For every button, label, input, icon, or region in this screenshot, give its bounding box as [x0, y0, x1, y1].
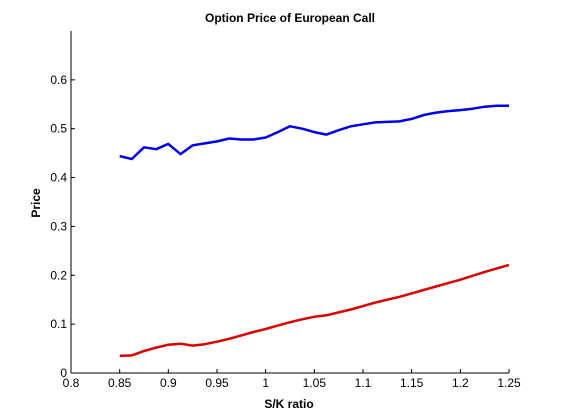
x-tick-label: 0.8 [63, 376, 80, 390]
y-tick-label: 0 [60, 366, 67, 380]
x-tick-label: 1.05 [303, 376, 327, 390]
x-tick-label: 1.1 [355, 376, 372, 390]
y-tick-label: 0.2 [50, 268, 67, 282]
x-tick-label: 0.85 [108, 376, 132, 390]
y-tick-label: 0.4 [50, 171, 67, 185]
y-tick-label: 0.6 [50, 73, 67, 87]
y-tick-label: 0.3 [50, 219, 67, 233]
y-tick-label: 0.5 [50, 122, 67, 136]
x-axis-label: S/K ratio [264, 397, 313, 411]
y-tick-label: 0.1 [50, 317, 67, 331]
series-layer [119, 104, 510, 358]
series-line-1 [119, 104, 509, 161]
chart-title: Option Price of European Call [205, 11, 375, 25]
x-axis-ticks: 0.8 0.85 0.9 0.95 1 1.05 1.1 1.15 1.2 1.25 [63, 369, 521, 390]
x-tick-label: 1 [262, 376, 269, 390]
series-line-2 [119, 263, 510, 358]
x-tick-label: 1.15 [400, 376, 424, 390]
x-tick-label: 0.9 [160, 376, 177, 390]
x-tick-label: 1.25 [497, 376, 521, 390]
plot-area [70, 31, 509, 374]
x-tick-label: 0.95 [205, 376, 229, 390]
y-axis-ticks: 0 0.1 0.2 0.3 0.4 0.5 0.6 [50, 73, 75, 380]
y-axis-label: Price [29, 188, 43, 218]
x-tick-label: 1.2 [452, 376, 469, 390]
